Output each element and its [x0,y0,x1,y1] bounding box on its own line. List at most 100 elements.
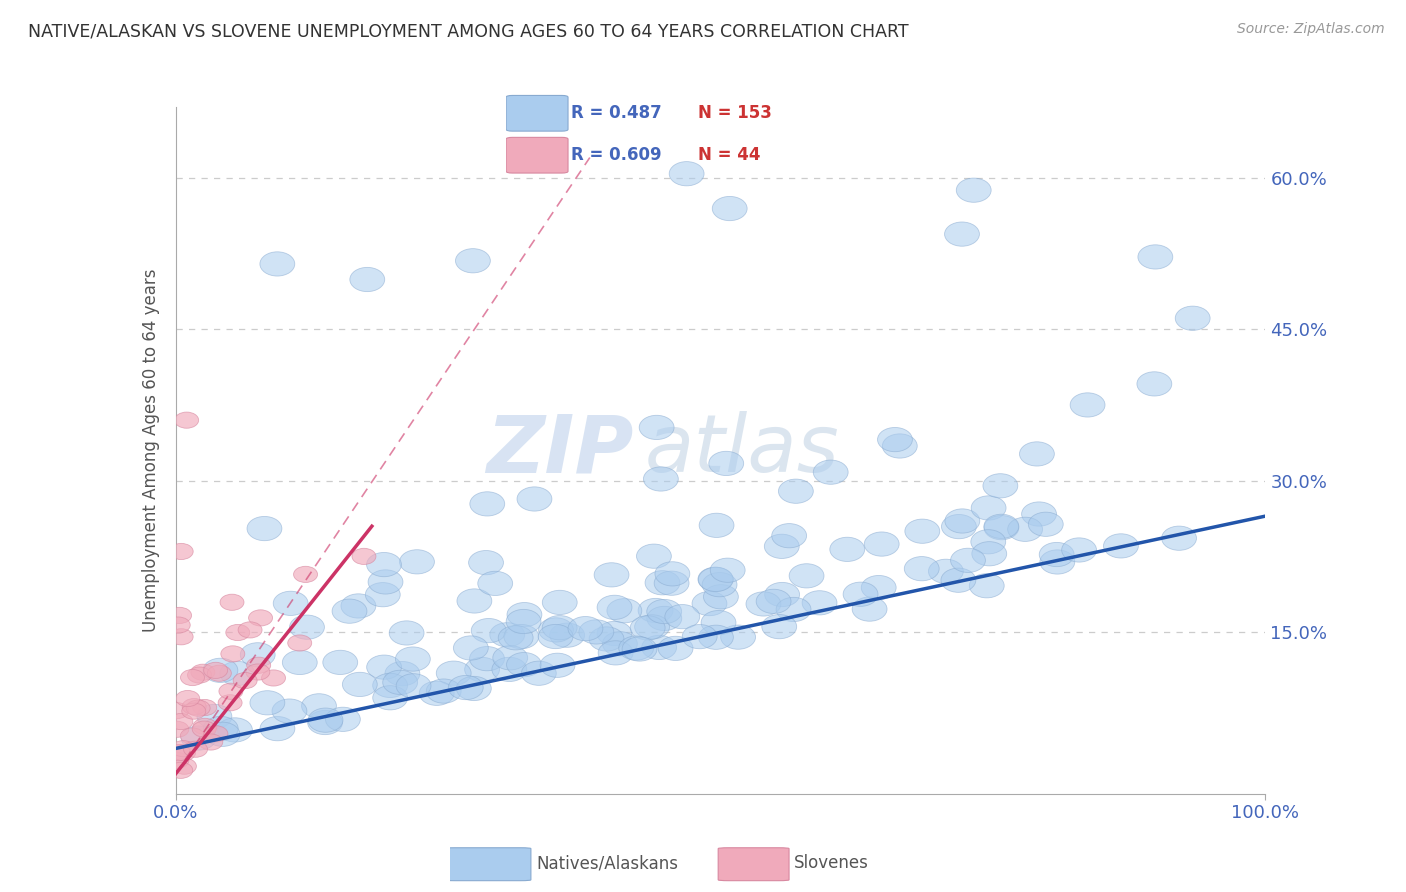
Ellipse shape [702,573,737,597]
Ellipse shape [273,591,308,615]
Ellipse shape [945,508,980,533]
Y-axis label: Unemployment Among Ages 60 to 64 years: Unemployment Among Ages 60 to 64 years [142,268,160,632]
Ellipse shape [543,591,578,615]
Ellipse shape [506,652,541,677]
Ellipse shape [204,716,238,740]
Ellipse shape [197,705,232,729]
Ellipse shape [169,543,193,559]
Ellipse shape [308,710,343,735]
Ellipse shape [865,532,900,557]
Ellipse shape [877,427,912,451]
Ellipse shape [589,627,624,651]
Ellipse shape [579,620,614,644]
Ellipse shape [621,637,657,661]
Ellipse shape [702,610,735,635]
Ellipse shape [186,700,209,716]
Ellipse shape [218,718,253,742]
Ellipse shape [202,658,238,682]
Ellipse shape [506,609,541,633]
Ellipse shape [470,647,505,671]
Ellipse shape [830,537,865,561]
Ellipse shape [703,584,738,609]
Ellipse shape [332,599,367,624]
Ellipse shape [478,571,513,596]
Ellipse shape [709,451,744,475]
Ellipse shape [367,655,402,680]
FancyBboxPatch shape [444,847,531,880]
Ellipse shape [457,676,491,700]
Ellipse shape [984,514,1019,539]
Ellipse shape [883,434,917,458]
Ellipse shape [367,552,402,577]
Ellipse shape [721,625,755,649]
Ellipse shape [301,694,336,718]
Ellipse shape [550,624,585,648]
Ellipse shape [470,491,505,516]
Ellipse shape [950,549,986,573]
Text: atlas: atlas [644,411,839,490]
Ellipse shape [250,690,285,714]
Ellipse shape [204,726,228,742]
Ellipse shape [692,591,727,615]
Ellipse shape [436,661,471,685]
Ellipse shape [1062,538,1097,562]
Ellipse shape [180,728,204,744]
Ellipse shape [468,550,503,574]
Text: R = 0.487: R = 0.487 [571,104,662,122]
Ellipse shape [325,707,360,731]
Ellipse shape [191,665,215,681]
Ellipse shape [682,624,717,648]
Ellipse shape [801,591,837,615]
Ellipse shape [630,615,665,640]
Ellipse shape [419,681,454,706]
Ellipse shape [1019,442,1054,466]
Ellipse shape [184,741,208,757]
Ellipse shape [665,605,700,629]
Ellipse shape [517,487,553,511]
Ellipse shape [240,643,276,667]
Ellipse shape [389,621,425,645]
Ellipse shape [368,570,404,594]
Ellipse shape [180,670,204,686]
Ellipse shape [176,690,200,706]
Ellipse shape [640,416,673,440]
Ellipse shape [598,622,631,646]
Ellipse shape [167,745,191,761]
Ellipse shape [634,615,669,639]
Ellipse shape [1137,372,1171,396]
Ellipse shape [756,590,792,614]
Ellipse shape [1137,244,1173,269]
Ellipse shape [396,673,432,698]
Ellipse shape [508,602,541,627]
Ellipse shape [669,161,704,186]
Ellipse shape [187,667,211,683]
Ellipse shape [294,566,318,582]
Ellipse shape [399,549,434,574]
Ellipse shape [456,249,491,273]
Ellipse shape [540,653,575,677]
Ellipse shape [385,662,420,686]
Ellipse shape [464,657,499,681]
Ellipse shape [181,703,205,719]
Ellipse shape [290,615,325,640]
Ellipse shape [343,673,377,697]
Ellipse shape [641,635,676,659]
Ellipse shape [956,178,991,202]
Ellipse shape [165,752,188,768]
Ellipse shape [697,567,733,591]
Ellipse shape [789,564,824,588]
Text: NATIVE/ALASKAN VS SLOVENE UNEMPLOYMENT AMONG AGES 60 TO 64 YEARS CORRELATION CHA: NATIVE/ALASKAN VS SLOVENE UNEMPLOYMENT A… [28,22,908,40]
Ellipse shape [647,607,682,631]
FancyBboxPatch shape [506,95,568,131]
Ellipse shape [174,412,198,428]
Ellipse shape [238,622,262,638]
Ellipse shape [1104,533,1139,558]
Ellipse shape [165,722,188,738]
Ellipse shape [249,610,273,626]
Ellipse shape [172,745,195,761]
Ellipse shape [1175,306,1211,330]
Text: R = 0.609: R = 0.609 [571,146,662,164]
Ellipse shape [308,708,343,732]
Text: N = 153: N = 153 [697,104,772,122]
Ellipse shape [204,662,228,679]
